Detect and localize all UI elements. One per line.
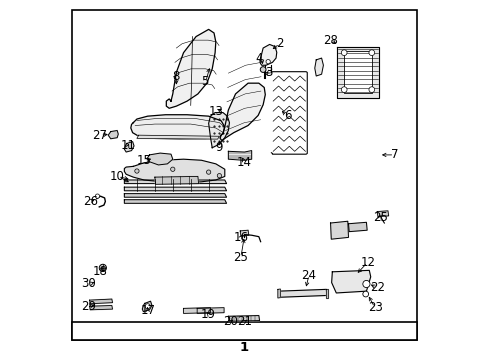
Text: 7: 7 <box>390 148 398 161</box>
Polygon shape <box>240 230 248 236</box>
Circle shape <box>206 170 210 174</box>
Text: 9: 9 <box>215 141 223 154</box>
Circle shape <box>341 87 346 93</box>
Text: 11: 11 <box>120 139 135 152</box>
Text: 13: 13 <box>208 105 223 118</box>
Text: 23: 23 <box>367 301 382 314</box>
Polygon shape <box>278 289 326 297</box>
Polygon shape <box>89 306 112 310</box>
Circle shape <box>368 87 374 93</box>
Polygon shape <box>348 222 366 231</box>
Polygon shape <box>131 115 224 139</box>
Text: 22: 22 <box>369 281 384 294</box>
Circle shape <box>362 280 369 288</box>
Polygon shape <box>124 194 226 197</box>
Text: 16: 16 <box>233 231 248 244</box>
Text: 24: 24 <box>301 269 316 282</box>
Polygon shape <box>314 58 323 76</box>
Text: 12: 12 <box>360 256 375 269</box>
Polygon shape <box>325 289 327 298</box>
Polygon shape <box>166 30 215 108</box>
Polygon shape <box>228 316 259 321</box>
Text: 1: 1 <box>240 341 248 354</box>
Circle shape <box>170 167 175 171</box>
Circle shape <box>265 59 270 64</box>
Polygon shape <box>108 131 118 139</box>
Text: 3: 3 <box>264 66 272 79</box>
Polygon shape <box>124 187 226 191</box>
Polygon shape <box>124 141 134 152</box>
Circle shape <box>341 50 346 55</box>
Circle shape <box>145 304 150 309</box>
Polygon shape <box>208 113 229 148</box>
Polygon shape <box>137 135 219 139</box>
Polygon shape <box>155 176 198 184</box>
Text: 17: 17 <box>140 305 155 318</box>
Polygon shape <box>124 159 224 183</box>
Polygon shape <box>330 221 348 239</box>
Polygon shape <box>344 51 371 93</box>
Text: 19: 19 <box>201 308 216 321</box>
Polygon shape <box>124 180 226 184</box>
Polygon shape <box>147 153 172 165</box>
Text: 2: 2 <box>276 37 284 50</box>
Text: 27: 27 <box>92 129 106 142</box>
Circle shape <box>368 50 374 55</box>
Polygon shape <box>89 299 112 304</box>
Text: 5: 5 <box>201 75 208 88</box>
Text: 25: 25 <box>233 251 248 264</box>
Text: 8: 8 <box>172 69 180 82</box>
Text: 30: 30 <box>81 278 96 291</box>
Text: 15: 15 <box>136 154 151 167</box>
Circle shape <box>362 291 368 297</box>
Circle shape <box>260 67 265 72</box>
Polygon shape <box>142 301 152 312</box>
Text: 1: 1 <box>240 341 248 354</box>
Polygon shape <box>260 44 276 65</box>
Polygon shape <box>336 47 378 98</box>
Polygon shape <box>183 308 210 314</box>
Polygon shape <box>197 308 224 314</box>
Polygon shape <box>228 150 251 160</box>
Polygon shape <box>331 270 370 293</box>
Polygon shape <box>124 200 226 203</box>
Polygon shape <box>277 289 280 298</box>
Text: 29: 29 <box>81 300 96 313</box>
Circle shape <box>95 194 100 198</box>
Circle shape <box>99 264 106 271</box>
Circle shape <box>135 169 139 173</box>
Text: 4: 4 <box>255 51 262 64</box>
Text: 6: 6 <box>283 109 291 122</box>
Circle shape <box>217 174 221 178</box>
Text: 20: 20 <box>222 315 237 328</box>
Text: 25: 25 <box>372 211 387 224</box>
Text: 28: 28 <box>323 33 337 47</box>
Polygon shape <box>220 83 265 140</box>
Text: 18: 18 <box>93 265 107 278</box>
Text: 21: 21 <box>237 315 251 328</box>
Text: 10: 10 <box>109 170 124 183</box>
Text: 26: 26 <box>82 195 98 208</box>
Bar <box>72 322 416 339</box>
Polygon shape <box>376 211 388 217</box>
Text: 14: 14 <box>237 156 251 168</box>
